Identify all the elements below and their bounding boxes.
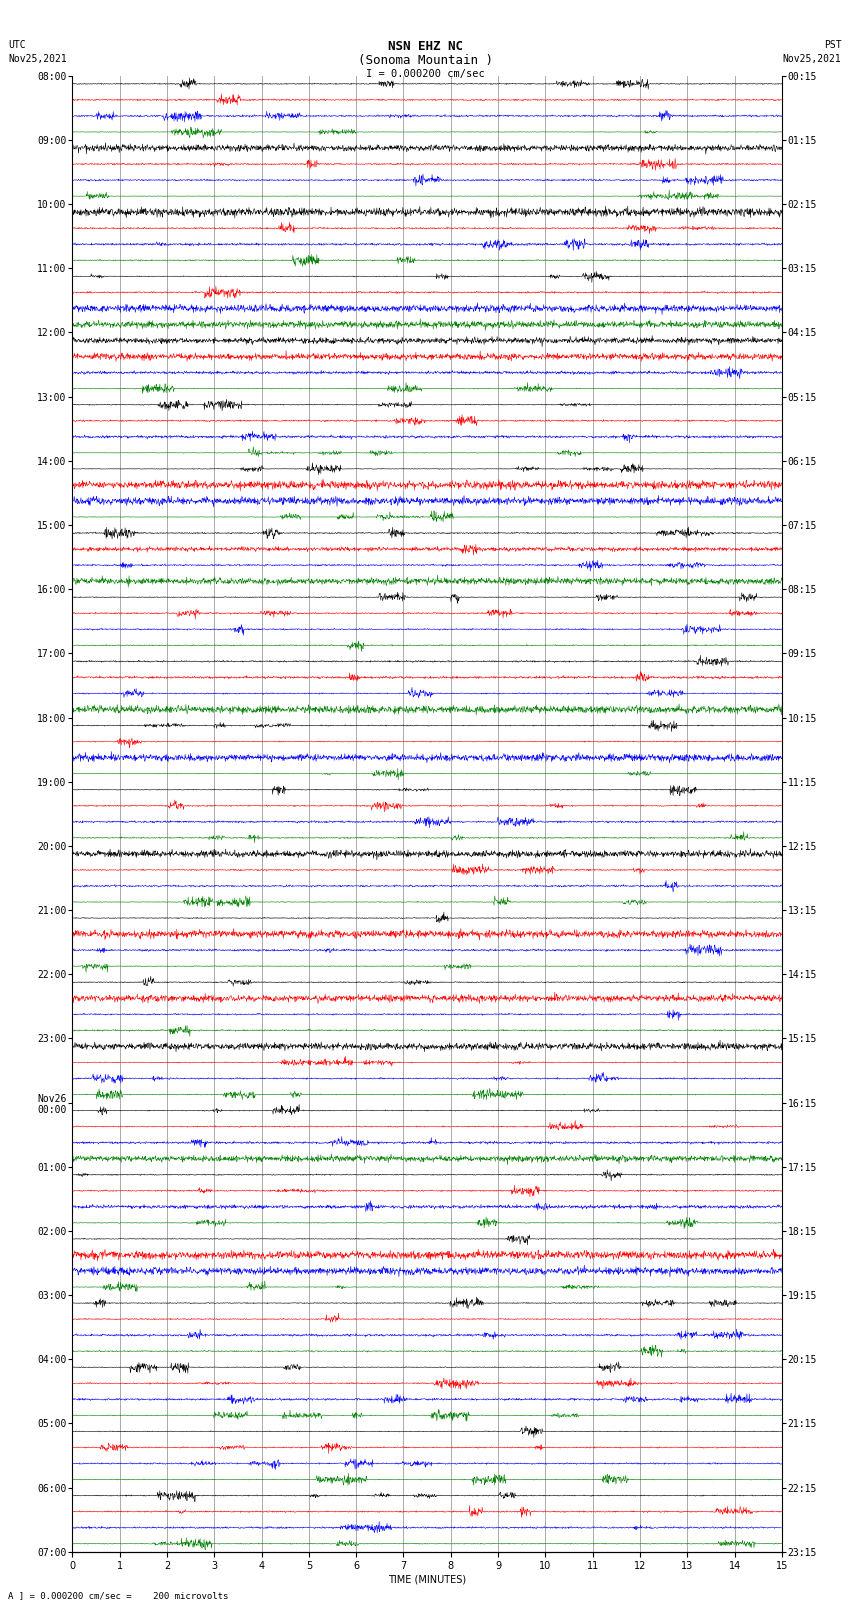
Text: Nov25,2021: Nov25,2021 [8, 53, 67, 65]
Text: NSN EHZ NC: NSN EHZ NC [388, 39, 462, 53]
Text: (Sonoma Mountain ): (Sonoma Mountain ) [358, 53, 492, 68]
X-axis label: TIME (MINUTES): TIME (MINUTES) [388, 1574, 466, 1584]
Text: UTC: UTC [8, 39, 26, 50]
Text: A ] = 0.000200 cm/sec =    200 microvolts: A ] = 0.000200 cm/sec = 200 microvolts [8, 1590, 229, 1600]
Text: Nov25,2021: Nov25,2021 [783, 53, 842, 65]
Text: PST: PST [824, 39, 842, 50]
Text: I = 0.000200 cm/sec: I = 0.000200 cm/sec [366, 69, 484, 79]
